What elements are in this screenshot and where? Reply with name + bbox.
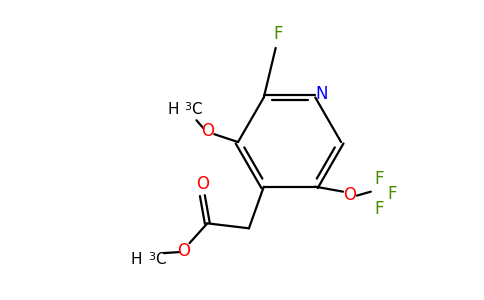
Text: F: F <box>273 25 283 43</box>
Text: F: F <box>388 184 397 202</box>
Text: F: F <box>374 200 383 218</box>
Text: O: O <box>177 242 190 260</box>
Text: O: O <box>196 175 209 193</box>
Text: F: F <box>374 170 383 188</box>
Text: C: C <box>155 251 166 266</box>
Text: O: O <box>344 186 357 204</box>
Text: O: O <box>201 122 214 140</box>
Text: H: H <box>167 102 179 117</box>
Text: H: H <box>130 251 142 266</box>
Text: 3: 3 <box>184 102 192 112</box>
Text: 3: 3 <box>148 252 155 262</box>
Text: N: N <box>315 85 328 103</box>
Text: C: C <box>192 102 202 117</box>
